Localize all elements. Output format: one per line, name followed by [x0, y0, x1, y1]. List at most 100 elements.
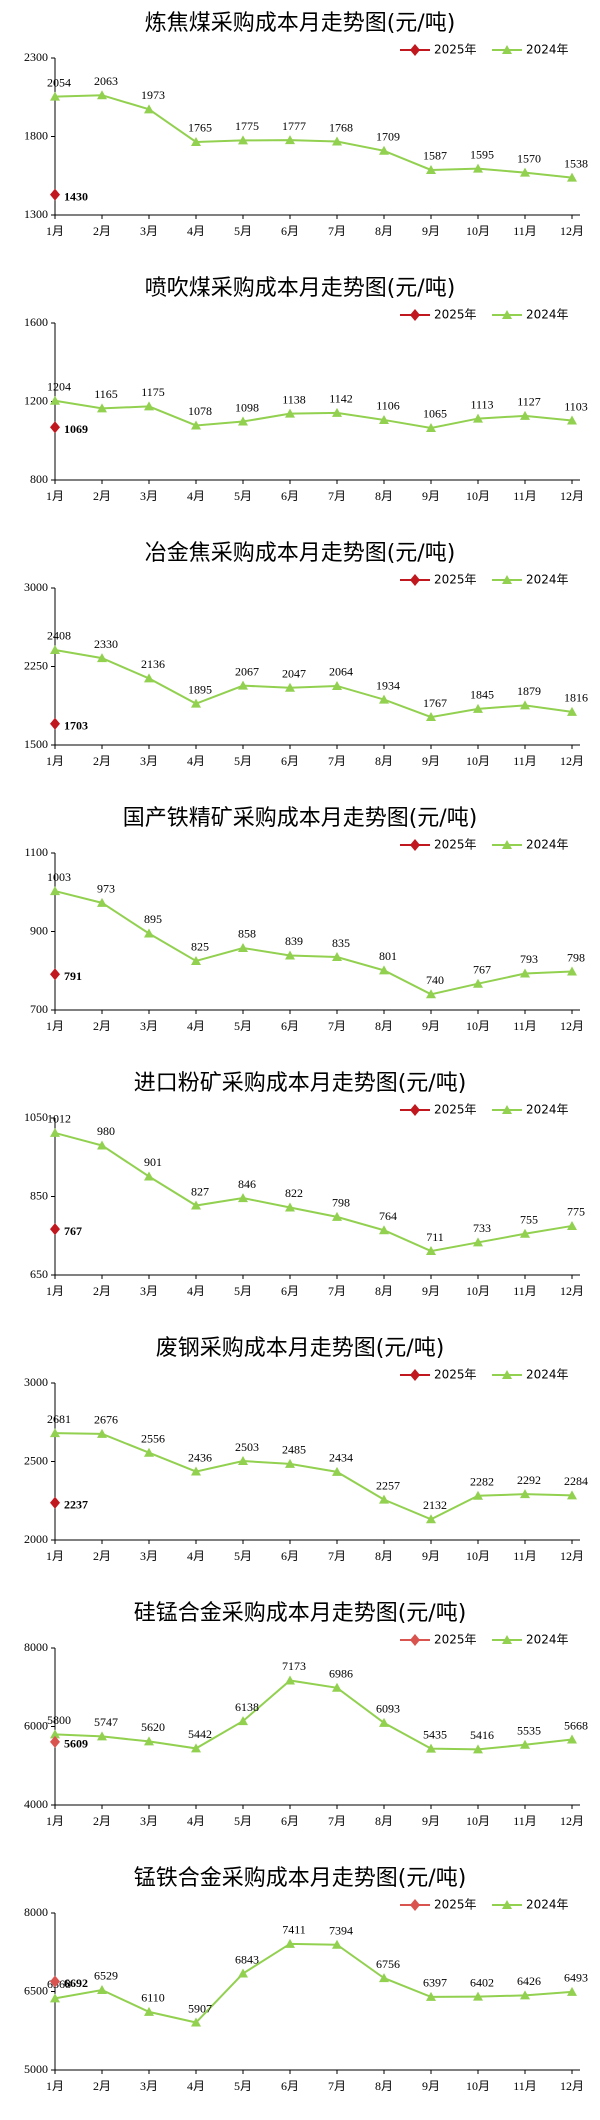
data-point: [50, 1993, 60, 2003]
data-point: [50, 1223, 60, 1236]
x-tick-label: 1月: [46, 224, 64, 238]
data-point: [473, 703, 483, 713]
data-label: 5747: [94, 1715, 118, 1729]
legend-label: 2024年: [526, 1633, 569, 1647]
x-tick-label: 11月: [513, 1814, 537, 1828]
data-label: 1587: [423, 149, 447, 163]
x-tick-label: 5月: [234, 224, 252, 238]
data-point: [473, 978, 483, 988]
data-point: [285, 135, 295, 145]
x-tick-label: 9月: [422, 224, 440, 238]
series-line: [54, 1432, 573, 1521]
legend-marker: [502, 1900, 512, 1909]
x-tick-label: 5月: [234, 1549, 252, 1563]
x-tick-label: 4月: [187, 1284, 205, 1298]
data-label: 1069: [64, 422, 88, 436]
legend-marker: [502, 310, 512, 319]
x-tick-label: 4月: [187, 2079, 205, 2093]
data-point: [520, 167, 530, 177]
x-tick-label: 11月: [513, 1019, 537, 1033]
data-label: 1098: [235, 400, 259, 414]
x-tick-label: 1月: [46, 1814, 64, 1828]
data-point: [144, 1447, 154, 1457]
data-label: 1595: [470, 147, 494, 161]
data-label: 2292: [517, 1473, 541, 1487]
legend-label: 2025年: [434, 573, 477, 587]
data-point: [144, 401, 154, 411]
x-tick-label: 6月: [281, 224, 299, 238]
y-tick-label: 1200: [24, 393, 48, 407]
data-point: [97, 897, 107, 907]
data-point: [520, 1228, 530, 1238]
y-tick-label: 8000: [24, 1640, 48, 1654]
chart-title: 冶金焦采购成本月走势图(元/吨): [145, 541, 456, 566]
data-point: [520, 1489, 530, 1499]
y-tick-label: 1050: [24, 1110, 48, 1124]
x-tick-label: 8月: [375, 1814, 393, 1828]
data-point: [238, 942, 248, 952]
data-label: 2282: [470, 1474, 494, 1488]
data-label: 764: [379, 1209, 397, 1223]
data-label: 1934: [376, 678, 400, 692]
data-label: 711: [426, 1230, 444, 1244]
x-tick-label: 2月: [93, 224, 111, 238]
y-tick-label: 4000: [24, 1797, 48, 1811]
data-label: 5907: [188, 2001, 212, 2015]
data-point: [50, 886, 60, 896]
data-point: [567, 1490, 577, 1500]
data-label: 1165: [94, 387, 118, 401]
data-label: 2257: [376, 1478, 400, 1492]
y-tick-label: 2300: [24, 50, 48, 64]
data-label: 5442: [188, 1727, 212, 1741]
legend-label: 2025年: [434, 1103, 477, 1117]
x-tick-label: 12月: [560, 489, 584, 503]
data-label: 1973: [141, 88, 165, 102]
data-label: 1106: [376, 399, 400, 413]
data-point: [285, 950, 295, 960]
data-label: 6426: [517, 1974, 541, 1988]
y-tick-label: 700: [30, 1002, 48, 1016]
data-label: 1003: [47, 870, 71, 884]
x-tick-label: 3月: [140, 754, 158, 768]
data-label: 973: [97, 882, 115, 896]
data-point: [426, 164, 436, 174]
y-tick-label: 650: [30, 1267, 48, 1281]
data-label: 5416: [470, 1728, 494, 1742]
x-tick-label: 12月: [560, 1814, 584, 1828]
x-tick-label: 5月: [234, 2079, 252, 2093]
legend-marker: [502, 840, 512, 849]
y-tick-label: 800: [30, 472, 48, 486]
data-point: [97, 1984, 107, 1994]
legend-label: 2024年: [526, 1368, 569, 1382]
legend-marker: [502, 1635, 512, 1644]
x-tick-label: 5月: [234, 1019, 252, 1033]
data-label: 7411: [282, 1923, 306, 1937]
data-label: 1816: [564, 691, 588, 705]
y-tick-label: 2500: [24, 1453, 48, 1467]
data-point: [285, 1938, 295, 1948]
legend-marker: [410, 574, 420, 586]
data-label: 1078: [188, 404, 212, 418]
x-tick-label: 10月: [466, 489, 490, 503]
x-tick-label: 7月: [328, 754, 346, 768]
x-tick-label: 3月: [140, 1814, 158, 1828]
data-point: [191, 2017, 201, 2027]
x-tick-label: 1月: [46, 2079, 64, 2093]
x-tick-label: 8月: [375, 754, 393, 768]
data-label: 2136: [141, 657, 165, 671]
data-label: 793: [520, 952, 538, 966]
data-label: 6843: [235, 1952, 259, 1966]
data-point: [473, 1490, 483, 1500]
data-label: 767: [473, 962, 491, 976]
data-label: 2485: [282, 1443, 306, 1457]
x-tick-label: 10月: [466, 1549, 490, 1563]
data-point: [97, 1428, 107, 1438]
x-tick-label: 2月: [93, 2079, 111, 2093]
x-tick-label: 12月: [560, 224, 584, 238]
data-point: [285, 1458, 295, 1468]
chart-title: 锰铁合金采购成本月走势图(元/吨): [134, 1866, 467, 1891]
series-line: [54, 648, 573, 719]
data-label: 2132: [423, 1498, 447, 1512]
data-point: [567, 415, 577, 425]
